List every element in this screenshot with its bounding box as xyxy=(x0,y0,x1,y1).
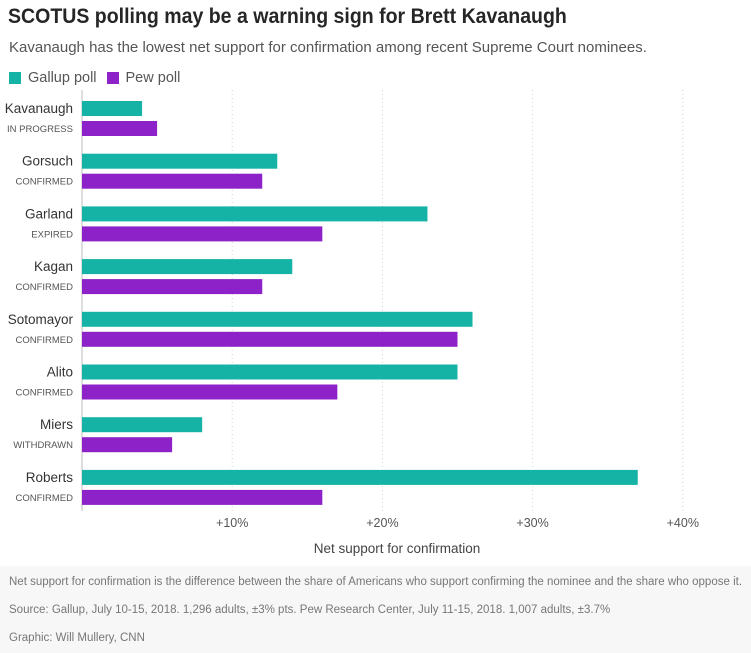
x-tick-label: +30% xyxy=(516,516,548,530)
bar-alito-pew xyxy=(82,384,338,400)
legend-item-gallup: Gallup poll xyxy=(9,70,97,86)
category-label: Garland xyxy=(25,206,73,221)
bar-kagan-pew xyxy=(82,279,263,295)
chart-subtitle: Kavanaugh has the lowest net support for… xyxy=(9,39,647,56)
bar-roberts-pew xyxy=(82,489,323,505)
legend-swatch-pew xyxy=(106,72,119,84)
bar-miers-pew xyxy=(82,437,173,453)
footer-credit: Graphic: Will Mullery, CNN xyxy=(9,632,145,644)
bar-gorsuch-pew xyxy=(82,173,263,189)
bar-miers-gallup xyxy=(82,417,203,433)
legend-swatch-gallup xyxy=(9,72,21,84)
category-label: Miers xyxy=(40,417,73,432)
footer-background xyxy=(0,566,751,653)
x-tick-label: +40% xyxy=(667,516,699,530)
bar-gorsuch-gallup xyxy=(82,153,278,169)
chart-title: SCOTUS polling may be a warning sign for… xyxy=(8,5,567,28)
category-label: Sotomayor xyxy=(8,312,74,327)
category-label: Roberts xyxy=(26,470,74,485)
x-tick-label: +10% xyxy=(216,516,248,530)
bar-garland-pew xyxy=(82,226,323,242)
category-status: IN PROGRESS xyxy=(7,124,73,135)
bar-chart: Kavanaugh IN PROGRESS Gorsuch CONFIRMED Garl… xyxy=(5,90,699,556)
bar-kavanaugh-pew xyxy=(82,121,158,136)
bar-garland-gallup xyxy=(82,206,428,222)
category-status: WITHDRAWN xyxy=(13,440,73,451)
bar-kavanaugh-gallup xyxy=(82,101,143,116)
bar-kagan-gallup xyxy=(82,259,293,275)
x-tick-label: +20% xyxy=(366,516,398,530)
category-status: CONFIRMED xyxy=(15,388,73,399)
category-status: CONFIRMED xyxy=(15,335,73,346)
legend: Gallup poll Pew poll xyxy=(9,70,190,86)
category-label: Kagan xyxy=(34,259,73,274)
legend-label-pew: Pew poll xyxy=(125,70,181,86)
bar-alito-gallup xyxy=(82,364,458,380)
category-label: Alito xyxy=(47,365,73,380)
bar-sotomayor-pew xyxy=(82,331,458,347)
category-label: Kavanaugh xyxy=(5,101,73,116)
legend-label-gallup: Gallup poll xyxy=(28,70,97,86)
legend-item-pew: Pew poll xyxy=(106,70,181,86)
footer-source: Source: Gallup, July 10-15, 2018. 1,296 … xyxy=(9,604,611,616)
category-status: CONFIRMED xyxy=(15,177,73,188)
bar-roberts-gallup xyxy=(82,469,638,485)
category-status: EXPIRED xyxy=(31,229,73,240)
category-label: Gorsuch xyxy=(22,154,73,169)
bar-sotomayor-gallup xyxy=(82,311,473,327)
category-status: CONFIRMED xyxy=(15,282,73,293)
category-status: CONFIRMED xyxy=(15,493,73,504)
x-axis-label: Net support for confirmation xyxy=(314,541,481,556)
footer-note: Net support for confirmation is the diff… xyxy=(9,576,743,588)
